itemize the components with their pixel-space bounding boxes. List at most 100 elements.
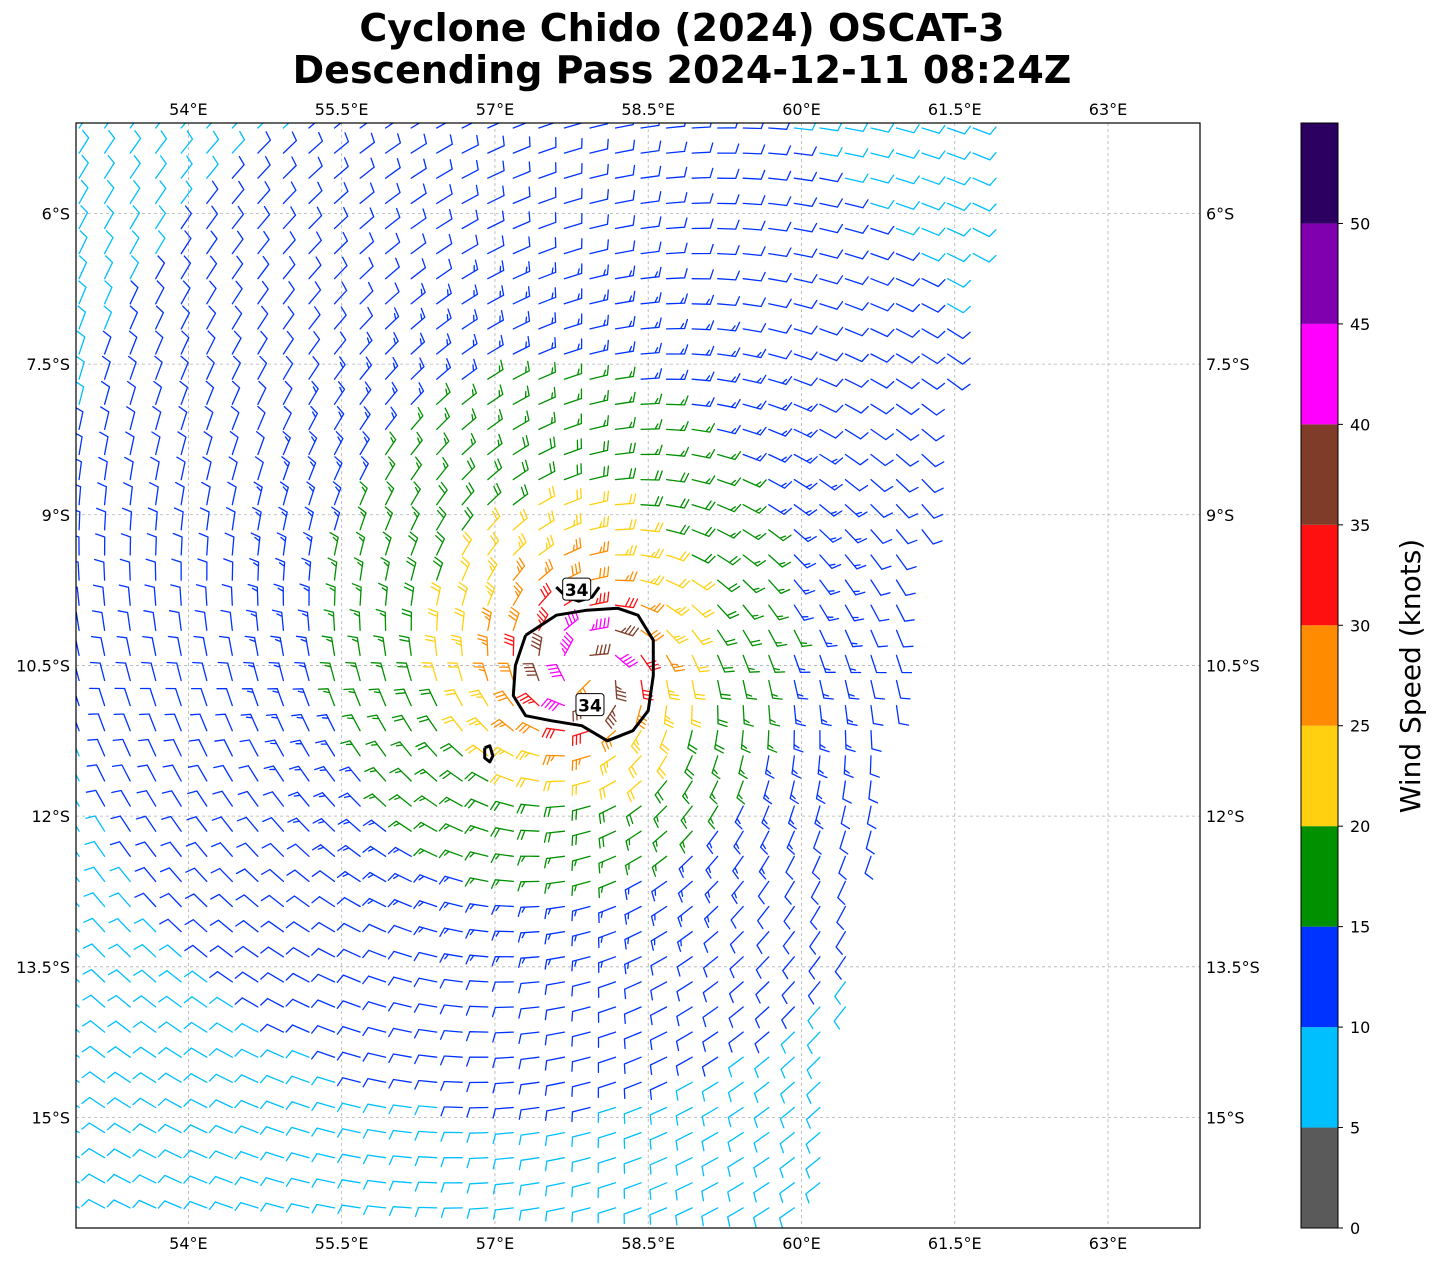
wind-barb [436, 208, 453, 230]
wind-barb [297, 609, 310, 631]
wind-barb [415, 741, 438, 757]
wind-barb [461, 482, 475, 506]
wind-barb [972, 126, 997, 136]
wind-barb [868, 780, 879, 804]
colorbar-tick-label: 50 [1350, 214, 1370, 233]
wind-barb [285, 1075, 310, 1085]
wind-barb [793, 377, 818, 387]
wind-barb [844, 353, 869, 363]
wind-barb [614, 519, 637, 531]
wind-barb [895, 124, 920, 134]
wind-barb [257, 380, 267, 405]
wind-barb [195, 584, 208, 606]
wind-barb [119, 558, 131, 581]
wind-barb [102, 330, 112, 355]
wind-barb [132, 995, 157, 1008]
wind-barb [921, 453, 945, 468]
wind-barb [76, 509, 81, 531]
wind-barb [780, 1031, 795, 1054]
wind-barb [410, 406, 424, 431]
wind-barb [649, 1157, 668, 1175]
wind-barb [691, 397, 715, 408]
wind-barb [742, 452, 767, 462]
wind-barb [665, 141, 688, 154]
wind-barb [103, 280, 113, 305]
wind-barb [132, 1123, 157, 1134]
wind-barb [183, 970, 208, 983]
wind-barb [844, 554, 867, 570]
wind-barb [704, 880, 719, 904]
wind-barb [306, 481, 316, 506]
wind-barb [623, 1056, 642, 1075]
wind-barb [110, 815, 131, 832]
wind-barb [362, 871, 387, 883]
wind-barb [754, 1056, 770, 1079]
wind-barb [545, 1207, 566, 1222]
wind-barb [614, 215, 636, 230]
wind-barb [839, 830, 849, 855]
wind-barb [870, 579, 891, 596]
wind-barb [598, 880, 617, 899]
wind-barb [497, 662, 514, 682]
wind-barb [440, 1182, 463, 1193]
wind-barb [388, 1104, 412, 1115]
wind-barb [158, 970, 182, 983]
colorbar-tick-label: 40 [1350, 415, 1370, 434]
wind-barb [691, 449, 716, 459]
wind-barb [779, 1182, 795, 1204]
wind-barb [107, 1020, 131, 1033]
wind-barb [368, 688, 387, 707]
wind-barb [844, 302, 869, 311]
wind-barb [515, 750, 540, 761]
wind-barb [206, 280, 217, 305]
wind-barb [665, 446, 690, 457]
y-tick-label-right: 6°S [1206, 204, 1234, 223]
wind-barb [183, 1073, 208, 1083]
wind-barb [844, 224, 869, 234]
wind-barb [701, 1081, 719, 1102]
wind-barb [742, 629, 763, 647]
wind-barb [311, 1050, 336, 1060]
wind-barb [461, 209, 479, 230]
wind-barb [252, 506, 262, 531]
wind-barb [260, 997, 285, 1008]
wind-barb [137, 764, 157, 782]
wind-barb [311, 844, 336, 857]
wind-barb [571, 1006, 591, 1022]
wind-barb [512, 533, 527, 556]
wind-barb [336, 948, 361, 958]
wind-barb [793, 529, 817, 543]
wind-barb [691, 654, 710, 673]
wind-barb [921, 201, 946, 211]
wind-barb [164, 713, 182, 732]
wind-barb [589, 239, 609, 255]
wind-barb [665, 344, 689, 355]
wind-barb [380, 557, 390, 581]
wind-barb [83, 892, 106, 908]
wind-barb [308, 331, 321, 355]
wind-barb [158, 995, 182, 1008]
wind-barb [768, 654, 786, 673]
wind-barb [870, 277, 895, 286]
wind-barb [82, 994, 106, 1008]
wind-barb [540, 698, 566, 712]
wind-barb [512, 435, 530, 456]
wind-barb [819, 223, 844, 234]
wind-barb [508, 606, 520, 631]
wind-barb [144, 584, 157, 606]
wind-barb [742, 400, 767, 410]
wind-barb [387, 950, 412, 960]
wind-barb [691, 475, 716, 485]
wind-barb [216, 687, 233, 707]
wind-barb [754, 1031, 770, 1054]
wind-barb [946, 176, 972, 186]
wind-barb [742, 554, 767, 567]
wind-barb [260, 972, 285, 983]
wind-barb [807, 1006, 821, 1030]
wind-barb [436, 159, 453, 179]
wind-barb [614, 164, 636, 179]
wind-barb [339, 766, 361, 782]
wind-barb [178, 405, 188, 431]
wind-barb [100, 380, 111, 405]
wind-barb [285, 921, 310, 933]
